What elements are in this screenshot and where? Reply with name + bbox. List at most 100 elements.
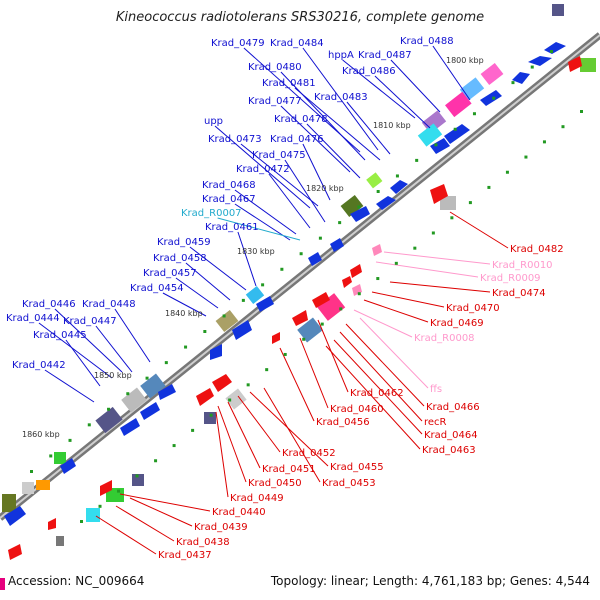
tick-dot [246, 383, 250, 387]
reverse-gene-arrow [350, 264, 362, 278]
forward-gene-label[interactable]: Krad_0477 [248, 96, 302, 107]
tick-dot [395, 174, 399, 178]
forward-connector [175, 277, 219, 309]
reverse-gene-label[interactable]: Krad_0438 [176, 537, 230, 548]
feature-block [36, 480, 50, 490]
reverse-connector [383, 251, 491, 265]
forward-gene-label[interactable]: Krad_0479 [211, 38, 265, 49]
tick-dot [530, 65, 534, 69]
forward-gene-label[interactable]: Krad_0454 [130, 283, 184, 294]
reverse-gene-label[interactable]: Krad_0469 [430, 318, 484, 329]
tick-dot [98, 504, 102, 508]
reverse-gene-arrow [342, 276, 352, 288]
forward-gene-label[interactable]: Krad_R0007 [181, 208, 242, 219]
forward-gene-label[interactable]: Krad_0476 [270, 134, 324, 145]
forward-gene-label[interactable]: Krad_0447 [63, 316, 117, 327]
forward-gene-arrow [308, 252, 322, 266]
reverse-gene-label[interactable]: Krad_R0008 [414, 333, 475, 344]
forward-connector [390, 59, 441, 113]
reverse-gene-label[interactable]: Krad_0449 [230, 493, 284, 504]
reverse-gene-label[interactable]: Krad_0451 [262, 464, 316, 475]
tick-dot [487, 185, 491, 189]
reverse-connector [217, 405, 247, 483]
reverse-connector [375, 261, 479, 278]
tick-dot [472, 112, 476, 116]
forward-gene-label[interactable]: Krad_0483 [314, 92, 368, 103]
feature-block [417, 123, 443, 147]
feature-block [140, 373, 166, 399]
tick-dot [265, 368, 269, 372]
reverse-gene-label[interactable]: Krad_0437 [158, 550, 212, 561]
reverse-gene-label[interactable]: Krad_R0010 [492, 260, 553, 271]
forward-gene-label[interactable]: Krad_0448 [82, 299, 136, 310]
tick-dot [117, 489, 121, 493]
forward-connector [284, 159, 326, 223]
tick-dot [542, 140, 546, 144]
forward-gene-label[interactable]: Krad_0461 [205, 222, 259, 233]
tick-dot [580, 110, 583, 113]
reverse-gene-label[interactable]: Krad_0455 [330, 462, 384, 473]
reverse-gene-label[interactable]: Krad_0456 [316, 417, 370, 428]
reverse-gene-label[interactable]: Krad_0460 [330, 404, 384, 415]
forward-gene-label[interactable]: Krad_0475 [252, 150, 306, 161]
reverse-connector [215, 411, 229, 498]
forward-gene-label[interactable]: Krad_0446 [22, 299, 76, 310]
forward-gene-label[interactable]: Krad_0442 [12, 360, 66, 371]
reverse-connector [363, 299, 429, 323]
forward-connector [268, 173, 311, 229]
tick-dot [511, 81, 515, 85]
forward-gene-label[interactable]: Krad_0457 [143, 268, 197, 279]
forward-gene-label[interactable]: Krad_0472 [236, 164, 290, 175]
reverse-features [56, 58, 596, 546]
feature-block [580, 58, 596, 72]
forward-gene-label[interactable]: Krad_0480 [248, 62, 302, 73]
feature-block [316, 293, 346, 321]
reverse-gene-label[interactable]: Krad_0466 [426, 402, 480, 413]
forward-gene-label[interactable]: hppA [328, 50, 354, 61]
reverse-gene-label[interactable]: Krad_0463 [422, 445, 476, 456]
reverse-gene-label[interactable]: Krad_0470 [446, 303, 500, 314]
tick-dot [203, 330, 207, 333]
forward-gene-label[interactable]: Krad_0459 [157, 237, 211, 248]
reverse-gene-label[interactable]: Krad_0452 [282, 448, 336, 459]
reverse-gene-label[interactable]: Krad_0453 [322, 478, 376, 489]
reverse-gene-label[interactable]: recR [424, 417, 447, 428]
reverse-gene-arrow [212, 374, 232, 392]
forward-gene-label[interactable]: Krad_0478 [274, 114, 328, 125]
feature-block [225, 388, 247, 410]
reverse-gene-label[interactable]: Krad_0440 [212, 507, 266, 518]
forward-gene-label[interactable]: Krad_0467 [202, 194, 256, 205]
forward-gene-arrow [4, 506, 26, 526]
reverse-gene-label[interactable]: ffs [430, 384, 442, 395]
reverse-gene-label[interactable]: Krad_0474 [492, 288, 546, 299]
tick-dot [135, 474, 139, 478]
reverse-connector [237, 395, 281, 453]
reverse-gene-label[interactable]: Krad_0450 [248, 478, 302, 489]
forward-gene-label[interactable]: Krad_0487 [358, 50, 412, 61]
genome-stats-text: Topology: linear; Length: 4,761,183 bp; … [270, 574, 590, 588]
forward-gene-label[interactable]: Krad_0458 [153, 253, 207, 264]
reverse-gene-label[interactable]: Krad_0464 [424, 430, 478, 441]
forward-gene-label[interactable]: Krad_0473 [208, 134, 262, 145]
feature-block [2, 494, 16, 512]
reverse-gene-label[interactable]: Krad_0439 [194, 522, 248, 533]
forward-gene-label[interactable]: Krad_0444 [6, 313, 60, 324]
forward-gene-label[interactable]: Krad_0445 [33, 330, 87, 341]
feature-block [56, 536, 64, 546]
forward-gene-label[interactable]: upp [204, 116, 223, 127]
forward-gene-label[interactable]: Krad_0481 [262, 78, 316, 89]
forward-gene-arrow [544, 42, 566, 54]
forward-connector [374, 75, 431, 129]
tick-dot [450, 216, 454, 220]
feature-block [366, 172, 383, 189]
forward-gene-label[interactable]: Krad_0488 [400, 36, 454, 47]
forward-gene-label[interactable]: Krad_0486 [342, 66, 396, 77]
reverse-gene-label[interactable]: Krad_0462 [350, 388, 404, 399]
reverse-gene-label[interactable]: Krad_R0009 [480, 273, 541, 284]
tick-dot [338, 221, 342, 225]
forward-gene-label[interactable]: Krad_0468 [202, 180, 256, 191]
reverse-gene-label[interactable]: Krad_0482 [510, 244, 564, 255]
feature-block [440, 196, 456, 210]
forward-gene-label[interactable]: Krad_0484 [270, 38, 324, 49]
